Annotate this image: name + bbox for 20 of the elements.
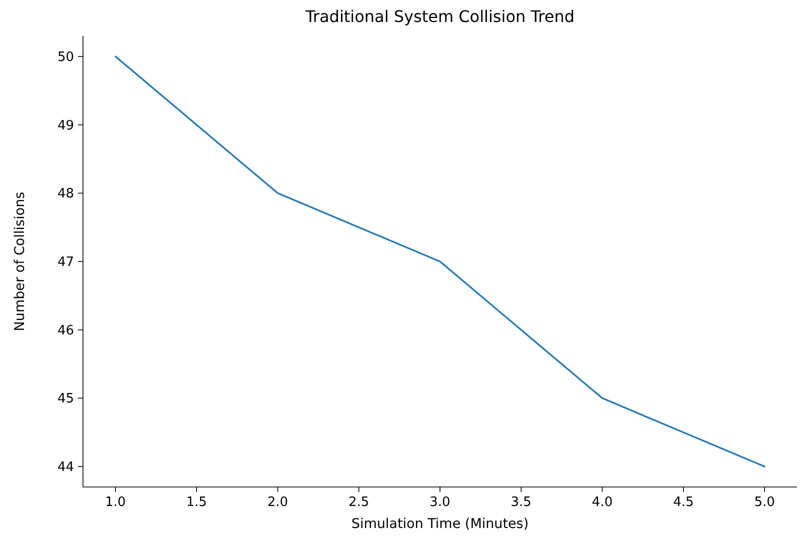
x-tick-label: 4.5: [673, 495, 694, 510]
x-tick-label: 5.0: [754, 495, 775, 510]
y-tick-label: 46: [57, 323, 74, 338]
x-tick-label: 1.5: [186, 495, 207, 510]
y-tick-label: 49: [57, 118, 74, 134]
x-tick-label: 3.0: [430, 495, 450, 510]
y-tick-label: 47: [57, 255, 74, 270]
x-tick-label: 2.0: [267, 495, 288, 510]
x-tick-label: 1.0: [105, 495, 126, 510]
y-tick-label: 48: [57, 186, 74, 202]
y-tick-label: 44: [57, 460, 74, 476]
x-axis-title: Simulation Time (Minutes): [351, 516, 529, 532]
chart-title: Traditional System Collision Trend: [304, 7, 575, 26]
y-axis-title: Number of Collisions: [12, 192, 28, 332]
y-tick-label: 45: [57, 392, 74, 407]
x-tick-label: 4.0: [592, 495, 613, 510]
x-tick-label: 3.5: [510, 495, 532, 510]
y-tick-label: 50: [57, 50, 74, 66]
line-series: [114, 56, 766, 468]
x-tick-label: 2.5: [348, 495, 370, 510]
